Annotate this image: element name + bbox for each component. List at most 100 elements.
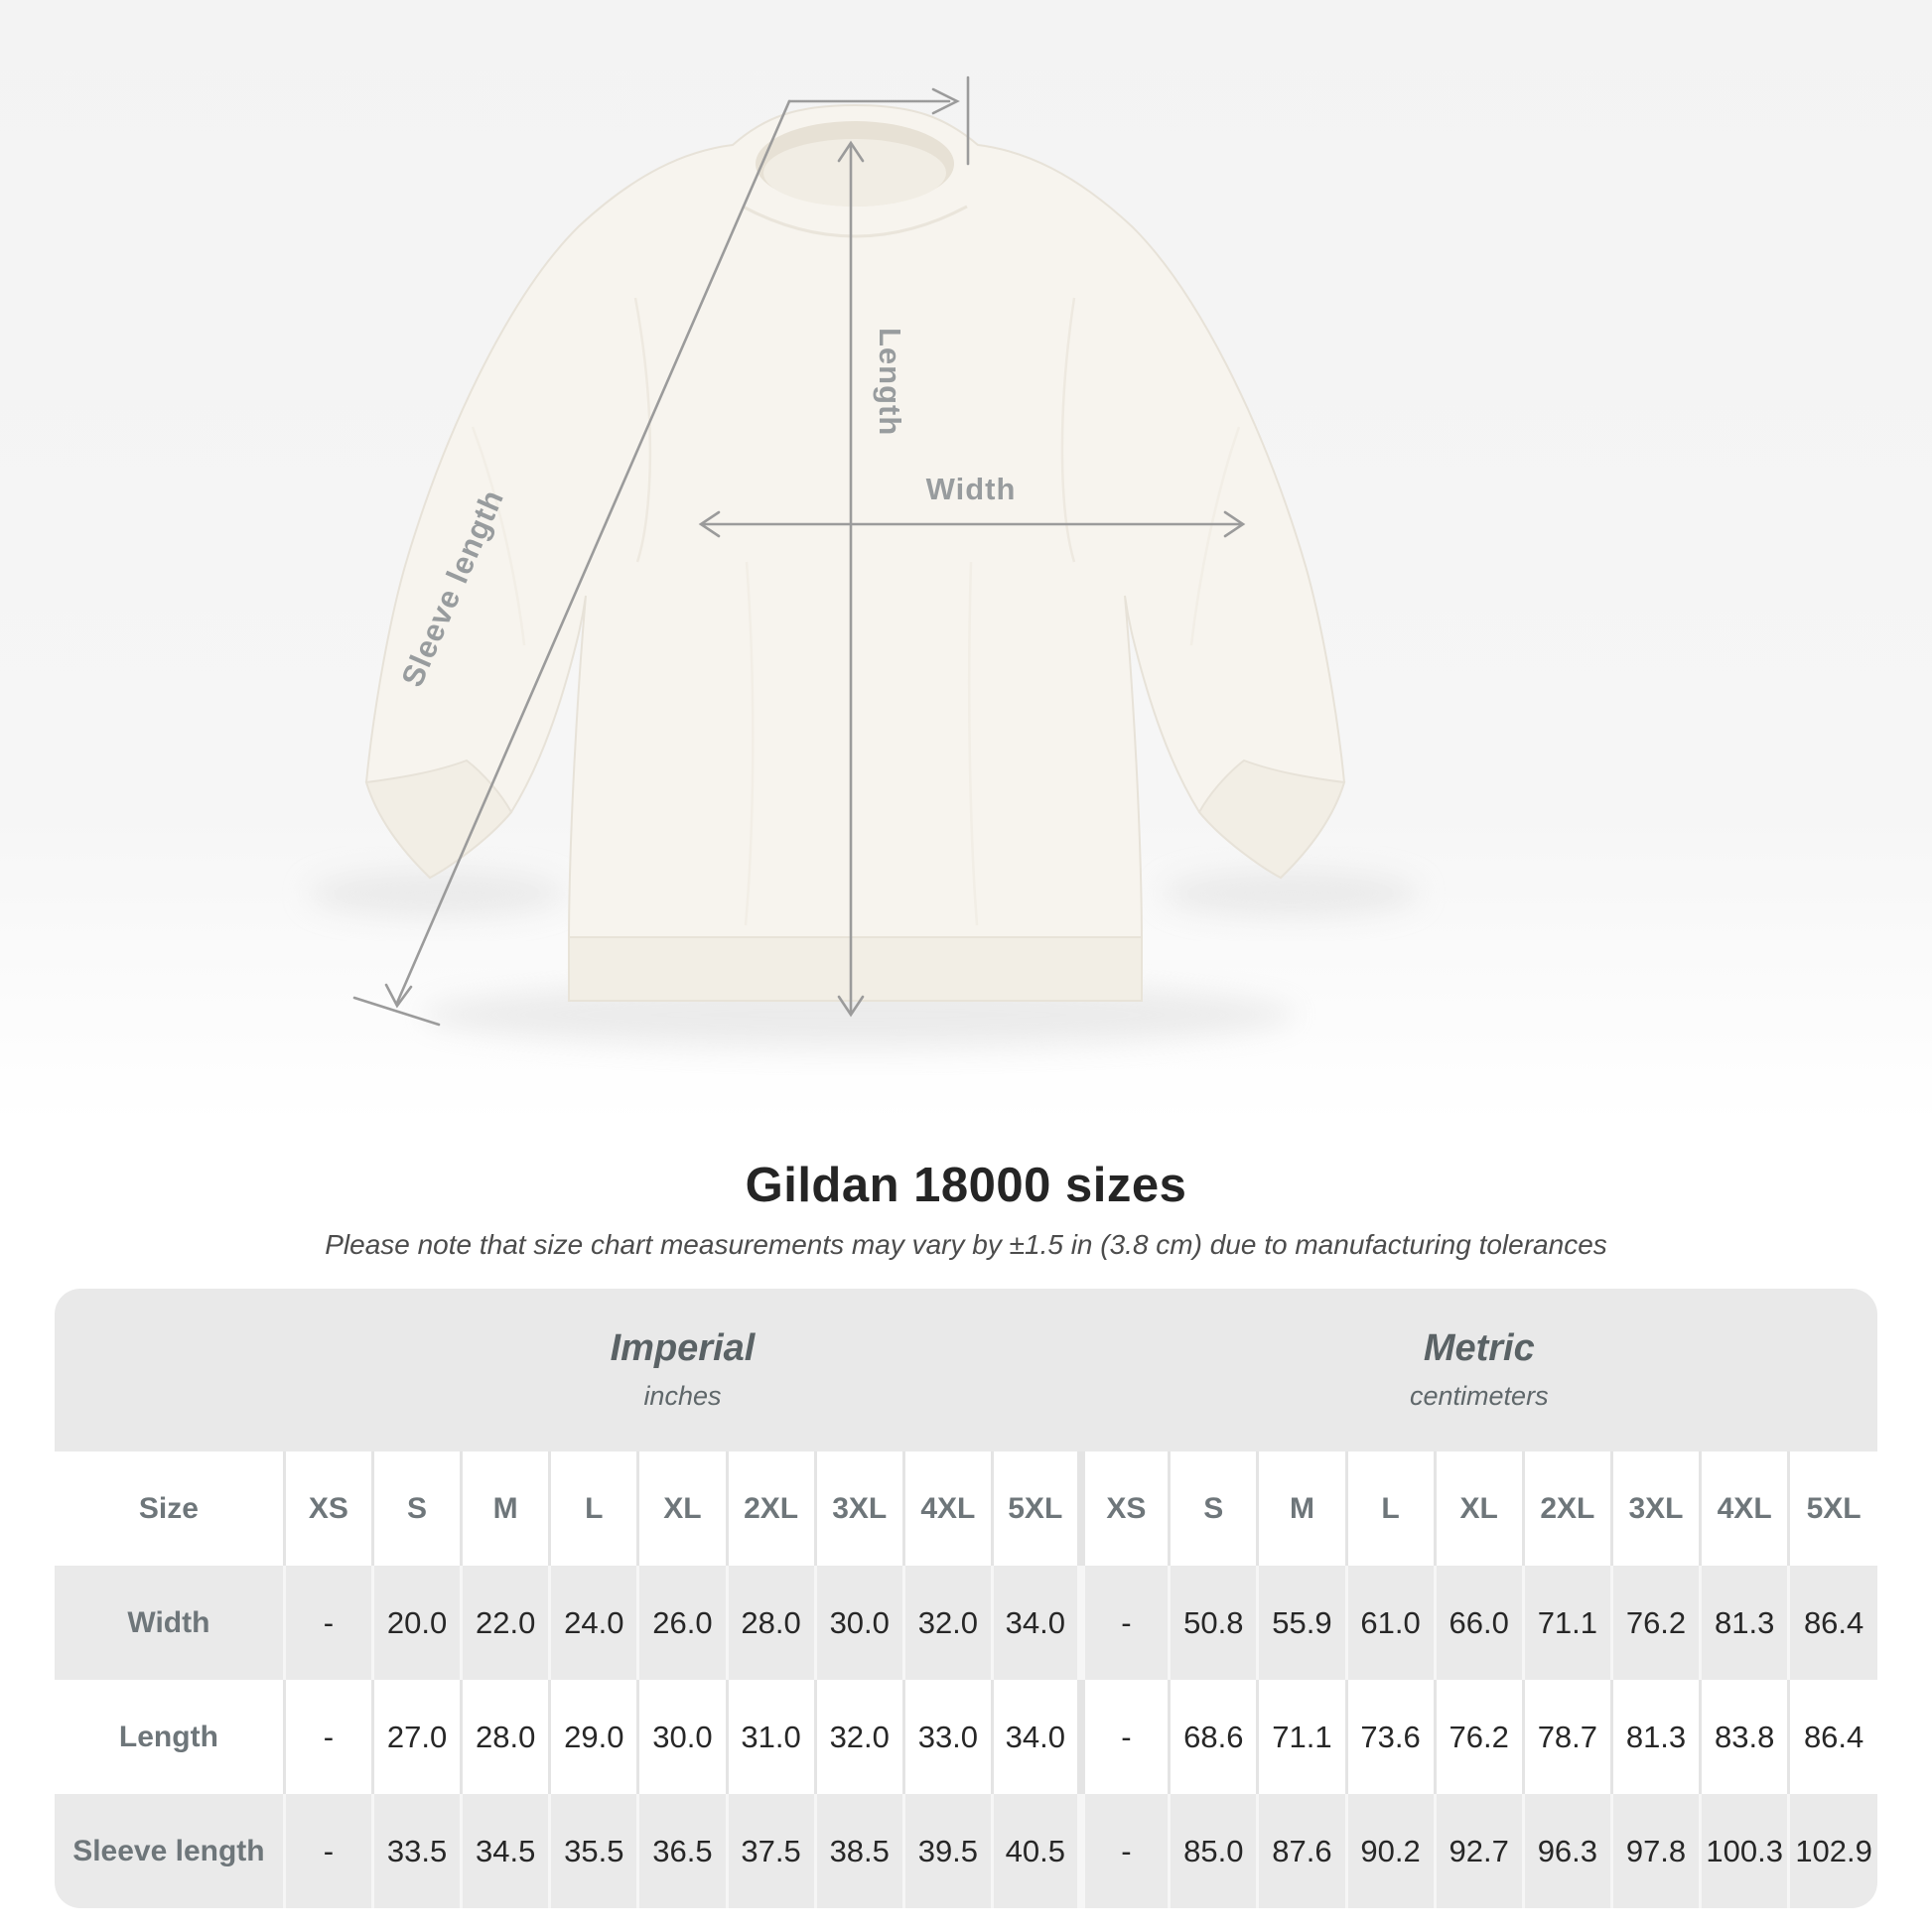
tolerance-note: Please note that size chart measurements… [325,1229,1607,1260]
fabric-creases [471,297,1241,926]
row-label: Width [55,1566,285,1680]
size-column-header: S [1168,1451,1258,1566]
size-column-header: M [1256,1451,1347,1566]
value-cell: - [1076,1794,1170,1908]
value-cell: 73.6 [1344,1680,1436,1794]
value-cell: 102.9 [1787,1794,1877,1908]
length-arrow-down [837,995,865,1018]
value-cell: - [282,1680,373,1794]
size-column-header: 3XL [1609,1451,1701,1566]
value-cell: 30.0 [813,1566,904,1680]
width-label: Width [926,472,1017,506]
value-cell: 97.8 [1609,1794,1701,1908]
value-cell: 90.2 [1344,1794,1436,1908]
size-column-header: 4XL [901,1451,993,1566]
size-column-header: XL [636,1451,728,1566]
metric-header: Metric centimeters [1080,1289,1877,1451]
value-cell: - [282,1566,373,1680]
size-chart-table: Imperial inches Metric centimeters Size … [55,1289,1877,1908]
size-column-header: 4XL [1699,1451,1789,1566]
width-arrow-right [1223,510,1246,538]
metric-title: Metric [1423,1326,1535,1369]
value-cell: 22.0 [460,1566,550,1680]
table-row: Sleeve length -33.5 34.5 35.5 36.5 37.5 38.5 39… [55,1794,1877,1908]
value-cell: 55.9 [1256,1566,1347,1680]
value-cell: 24.0 [548,1566,638,1680]
value-cell: 86.4 [1787,1680,1877,1794]
value-cell: 33.0 [901,1680,993,1794]
table-row: Width -20.0 22.0 24.0 26.0 28.0 30.0 32.0 34.0-5… [55,1566,1877,1680]
row-label: Length [55,1680,285,1794]
sleeve-arrowhead [384,983,413,1009]
unit-band-row: Imperial inches Metric centimeters [55,1289,1877,1451]
collar-seam [742,205,968,238]
sweatshirt-body [364,103,1346,1002]
value-cell: 71.1 [1521,1566,1612,1680]
metric-unit: centimeters [1410,1381,1549,1412]
value-cell: 20.0 [370,1566,462,1680]
value-cell: 81.3 [1699,1566,1789,1680]
sleeve-end-tick [352,996,441,1027]
page-title: Gildan 18000 sizes [745,1159,1187,1212]
value-cell: 34.5 [460,1794,550,1908]
value-cell: 33.5 [370,1794,462,1908]
value-cell: 34.0 [990,1680,1081,1794]
value-cell: 34.0 [990,1566,1081,1680]
table-row: Length -27.0 28.0 29.0 30.0 31.0 32.0 33.0 34.0-… [55,1680,1877,1794]
right-cuff [1197,759,1346,880]
band-corner [55,1289,285,1451]
measurement-lines [352,75,1246,1027]
value-cell: 68.6 [1168,1680,1258,1794]
size-column-header: XL [1433,1451,1524,1566]
value-cell: 38.5 [813,1794,904,1908]
size-column-header: 5XL [990,1451,1081,1566]
value-cell: - [1076,1566,1170,1680]
value-cell: 26.0 [636,1566,728,1680]
left-cuff [364,759,513,880]
value-cell: 76.2 [1609,1566,1701,1680]
size-column-header: 2XL [1521,1451,1612,1566]
size-column-header: L [548,1451,638,1566]
value-cell: 81.3 [1609,1680,1701,1794]
value-cell: 86.4 [1787,1566,1877,1680]
value-cell: 92.7 [1433,1794,1524,1908]
value-cell: 28.0 [460,1680,550,1794]
top-arrowhead [931,87,960,115]
size-header-row: Size XS S M L XL 2XL 3XL 4XL 5XL XS S M L XL 2XL 3XL 4XL… [55,1451,1877,1566]
value-cell: 66.0 [1433,1566,1524,1680]
value-cell: 36.5 [636,1794,728,1908]
size-column-header: M [460,1451,550,1566]
size-column-header: 2XL [725,1451,816,1566]
value-cell: 39.5 [901,1794,993,1908]
value-cell: 28.0 [725,1566,816,1680]
row-label: Sleeve length [55,1794,285,1908]
size-column-header: 5XL [1787,1451,1877,1566]
size-column-header: XS [1076,1451,1170,1566]
length-label: Length [873,328,907,436]
value-cell: 35.5 [548,1794,638,1908]
size-column-header: L [1344,1451,1436,1566]
value-cell: 78.7 [1521,1680,1612,1794]
value-cell: 50.8 [1168,1566,1258,1680]
value-cell: 83.8 [1699,1680,1789,1794]
hem-band [568,936,1143,1002]
collar-inside-back [763,139,946,207]
imperial-unit: inches [643,1381,722,1412]
imperial-header: Imperial inches [284,1289,1081,1451]
value-cell: 29.0 [548,1680,638,1794]
value-cell: 30.0 [636,1680,728,1794]
value-cell: 76.2 [1433,1680,1524,1794]
value-cell: 96.3 [1521,1794,1612,1908]
width-arrow-left [698,510,721,538]
value-cell: 61.0 [1344,1566,1436,1680]
value-cell: - [282,1794,373,1908]
size-column-title: Size [55,1451,285,1566]
value-cell: 71.1 [1256,1680,1347,1794]
value-cell: 100.3 [1699,1794,1789,1908]
product-photo: Length Width Sleeve length [0,0,1932,1124]
length-arrow-up [837,140,865,163]
size-chart: Imperial inches Metric centimeters Size … [55,1289,1877,1908]
value-cell: 37.5 [725,1794,816,1908]
value-cell: 85.0 [1168,1794,1258,1908]
sleeve-length-line [395,99,791,1005]
